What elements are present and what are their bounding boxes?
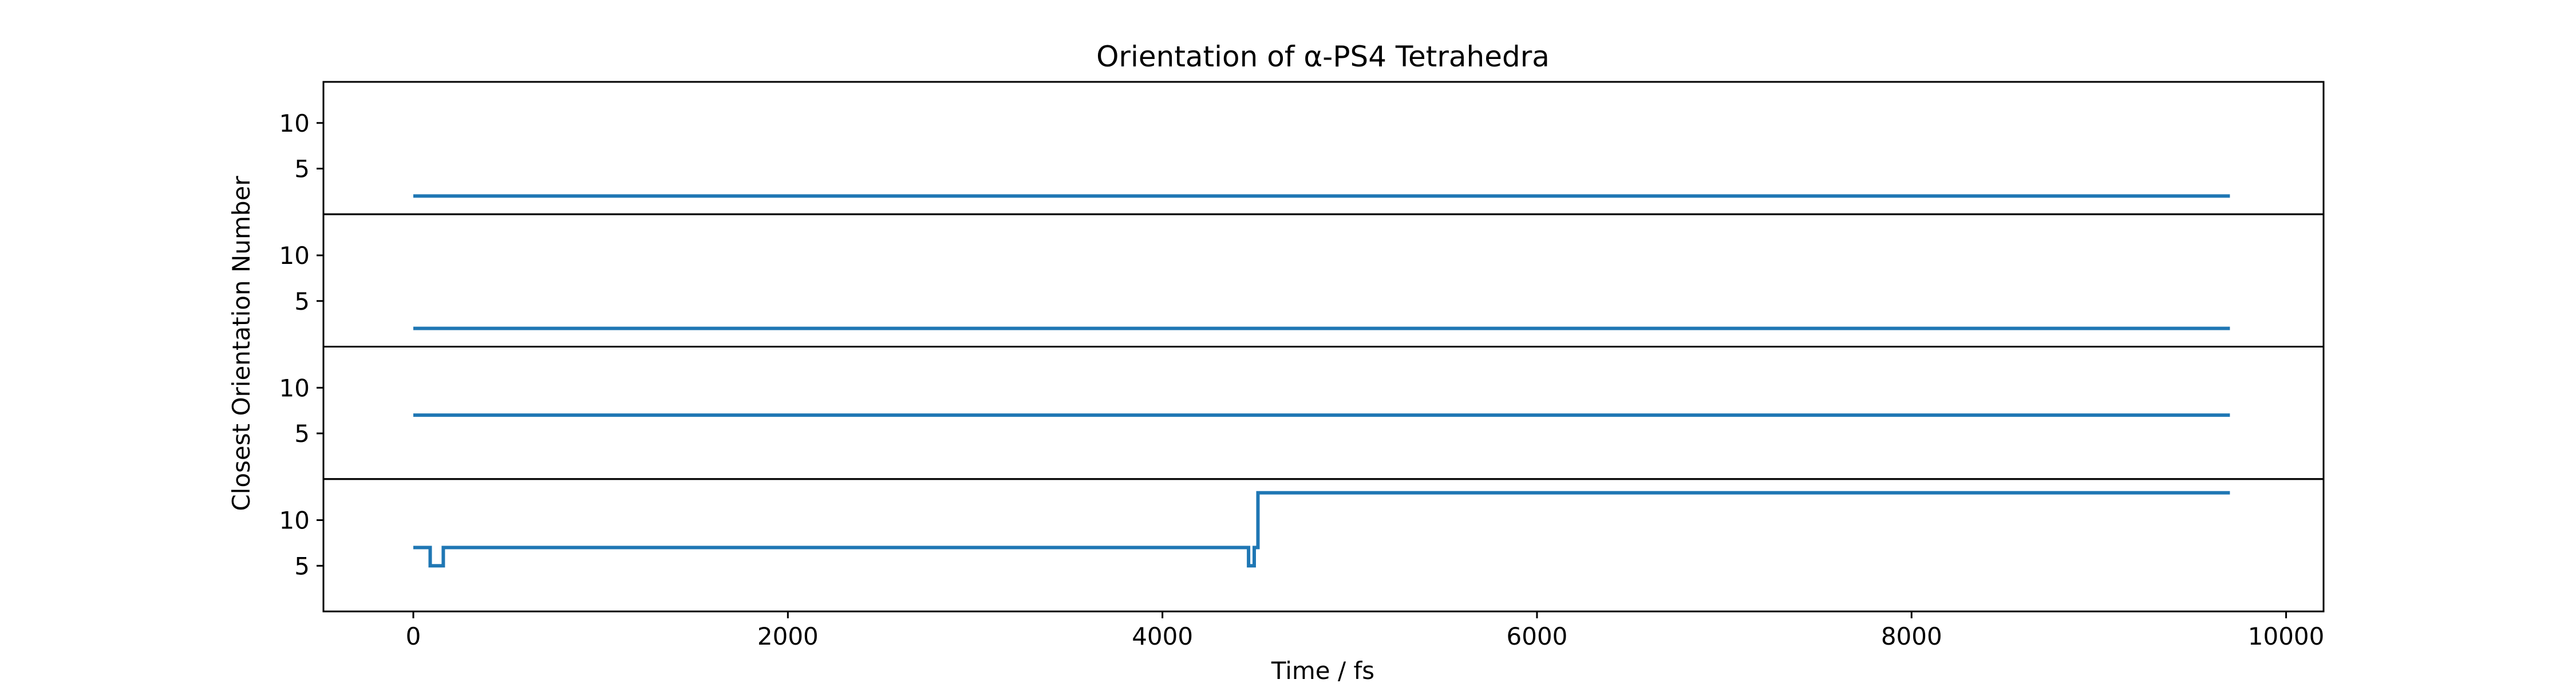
y-tick-label: 10 — [279, 109, 310, 137]
y-tick-label: 5 — [294, 155, 310, 183]
x-tick-label: 8000 — [1881, 622, 1942, 650]
x-tick-label: 6000 — [1507, 622, 1568, 650]
x-tick-label: 10000 — [2248, 622, 2325, 650]
subplot-frame — [322, 478, 2325, 613]
series-line-panel-4 — [413, 491, 2230, 568]
y-tick-label: 5 — [294, 420, 310, 448]
y-axis-label: Closest Orientation Number — [227, 176, 255, 511]
y-tick-label: 5 — [294, 287, 310, 315]
x-tick-label: 2000 — [757, 622, 819, 650]
y-tick-label: 10 — [279, 507, 310, 535]
chart-title: Orientation of α-PS4 Tetrahedra — [1096, 40, 1550, 73]
x-tick-label: 4000 — [1132, 622, 1193, 650]
subplot-stack: 5 10 5 10 5 10 5 10 — [279, 81, 2325, 613]
x-tick-label: 0 — [406, 622, 421, 650]
y-tick-label: 10 — [279, 242, 310, 270]
y-tick-label: 10 — [279, 374, 310, 402]
y-tick-label: 5 — [294, 552, 310, 580]
x-axis: 0 2000 4000 6000 8000 10000 — [406, 611, 2325, 650]
x-axis-label: Time / fs — [1271, 657, 1374, 685]
subplot-4: 5 10 — [279, 478, 2325, 613]
